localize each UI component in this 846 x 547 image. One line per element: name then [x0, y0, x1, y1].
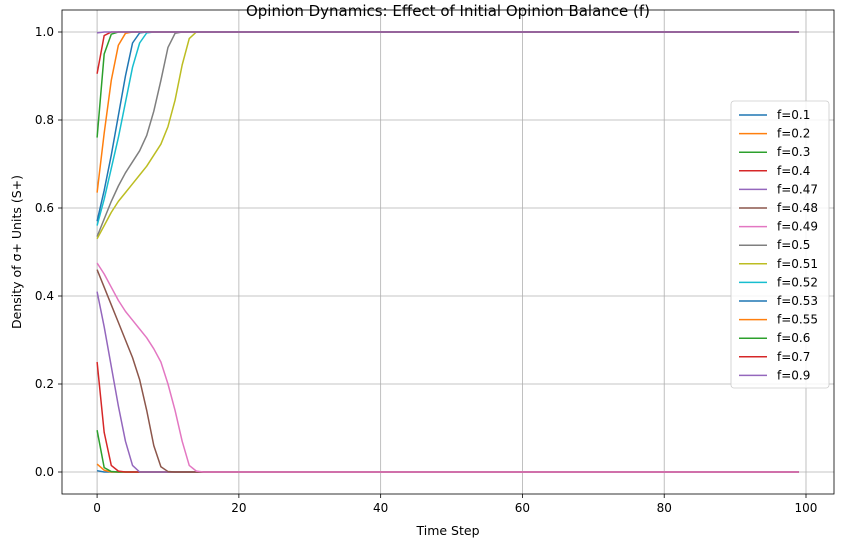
y-tick-label: 0.2 — [35, 377, 54, 391]
legend-label: f=0.51 — [777, 257, 818, 271]
y-tick-label: 0.8 — [35, 113, 54, 127]
y-axis: 0.0 0.2 0.4 0.6 0.8 1.0 — [35, 25, 62, 479]
legend-label: f=0.48 — [777, 201, 818, 215]
y-tick-label: 0.6 — [35, 201, 54, 215]
chart-title: Opinion Dynamics: Effect of Initial Opin… — [246, 2, 650, 20]
legend-label: f=0.3 — [777, 145, 810, 159]
legend-label: f=0.47 — [777, 182, 818, 196]
legend-label: f=0.5 — [777, 238, 810, 252]
legend-label: f=0.1 — [777, 108, 810, 122]
x-tick-label: 80 — [657, 501, 672, 515]
legend-label: f=0.49 — [777, 220, 818, 234]
series-line-f=0.51 — [96, 31, 799, 240]
legend-label: f=0.2 — [777, 127, 810, 141]
x-axis: 0 20 40 60 80 100 — [93, 494, 817, 515]
series-line-f=0.48 — [96, 269, 799, 473]
x-tick-label: 20 — [231, 501, 246, 515]
x-axis-label: Time Step — [415, 523, 479, 538]
legend-label: f=0.53 — [777, 294, 818, 308]
y-axis-label: Density of σ+ Units (S+) — [9, 175, 24, 329]
series-line-f=0.49 — [96, 262, 799, 473]
y-tick-label: 1.0 — [35, 25, 54, 39]
x-tick-label: 100 — [795, 501, 818, 515]
legend-label: f=0.52 — [777, 275, 818, 289]
legend: f=0.1 f=0.2 f=0.3 f=0.4 f=0.47 f=0.48 f=0.49 f=… — [730, 100, 830, 389]
series-line-f=0.5 — [96, 31, 799, 237]
legend-label: f=0.9 — [777, 368, 810, 382]
x-tick-label: 60 — [515, 501, 530, 515]
series-lines — [96, 31, 799, 473]
series-line-f=0.47 — [96, 291, 799, 473]
legend-label: f=0.7 — [777, 350, 810, 364]
x-tick-label: 0 — [93, 501, 101, 515]
legend-label: f=0.4 — [777, 164, 810, 178]
series-line-f=0.9 — [96, 31, 799, 34]
legend-box — [730, 100, 830, 389]
y-tick-label: 0.0 — [35, 465, 54, 479]
plot-area-frame — [61, 9, 835, 495]
legend-label: f=0.6 — [777, 331, 810, 345]
x-tick-label: 40 — [373, 501, 388, 515]
y-tick-label: 0.4 — [35, 289, 54, 303]
legend-label: f=0.55 — [777, 313, 818, 327]
